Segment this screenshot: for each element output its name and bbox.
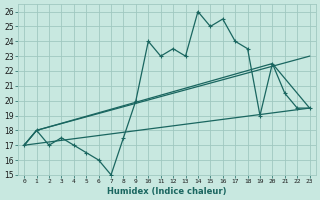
X-axis label: Humidex (Indice chaleur): Humidex (Indice chaleur) — [107, 187, 227, 196]
